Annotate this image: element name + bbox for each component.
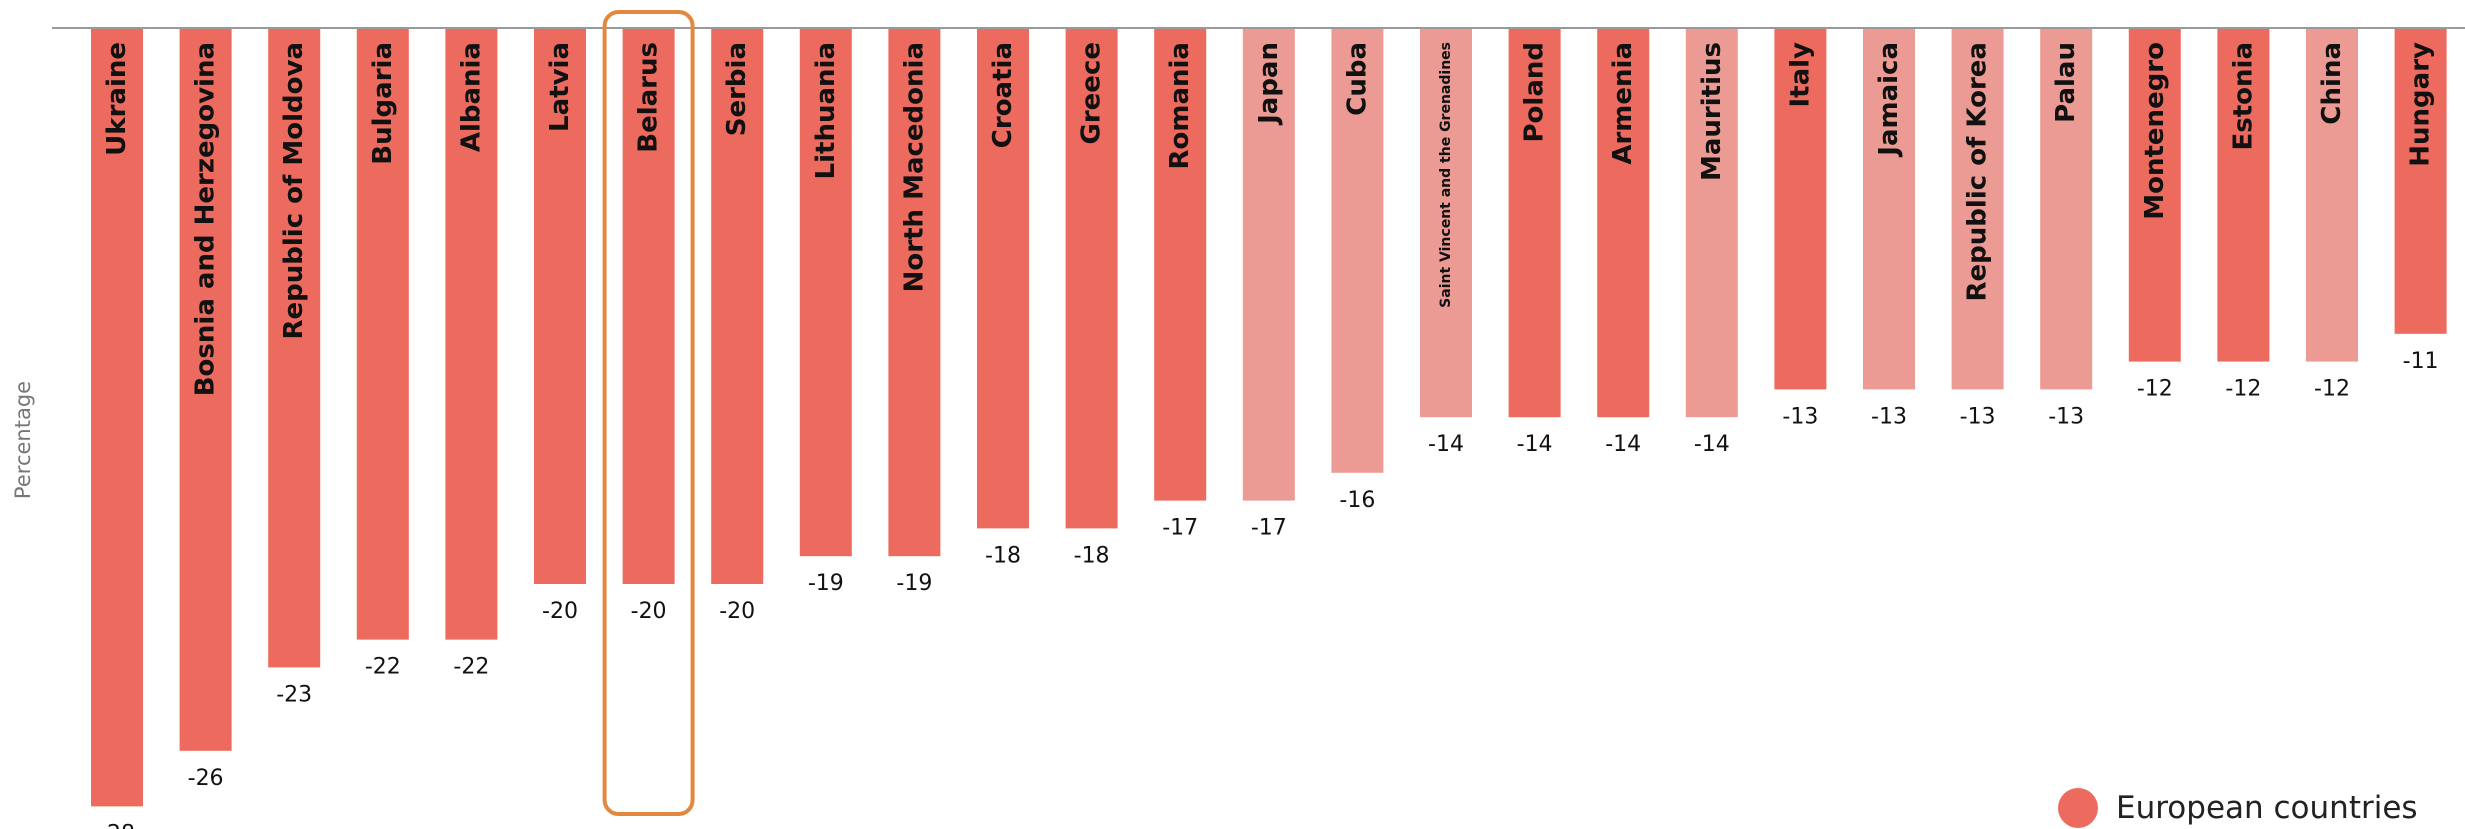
bar-china [2306,28,2358,362]
bar-serbia [711,28,764,584]
bar-label-greece: Greece [1077,42,1107,144]
value-label-republic-of-korea: -13 [1960,404,1996,429]
bar-label-italy: Italy [1785,42,1815,108]
bar-italy [1774,28,1827,390]
legend: European countries [2058,788,2418,828]
bar-label-bosnia-and-herzegovina: Bosnia and Herzegovina [191,42,221,396]
bar-belarus [622,28,675,584]
bar-label-estonia: Estonia [2228,42,2258,151]
bar-north-macedonia [888,28,941,557]
value-label-lithuania: -19 [808,571,844,596]
bar-label-bulgaria: Bulgaria [368,42,398,165]
bar-latvia [534,28,586,584]
bar-jamaica [1863,28,1915,390]
bar-palau [2040,28,2093,390]
bar-label-japan: Japan [1254,42,1284,126]
value-label-armenia: -14 [1605,432,1641,457]
value-label-china: -12 [2314,377,2350,402]
value-label-poland: -14 [1517,432,1553,457]
value-label-croatia: -18 [985,543,1021,568]
bar-label-croatia: Croatia [988,42,1018,148]
value-label-jamaica: -13 [1871,404,1907,429]
value-label-ukraine: -28 [99,821,135,829]
value-label-serbia: -20 [719,599,755,624]
bar-label-palau: Palau [2051,42,2081,123]
bar-label-mauritius: Mauritius [1697,42,1727,181]
value-label-albania: -22 [453,655,489,680]
value-label-latvia: -20 [542,599,578,624]
bar-greece [1065,28,1118,529]
bar-croatia [977,28,1029,529]
bar-bulgaria [356,28,409,640]
bar-label-jamaica: Jamaica [1874,42,1904,158]
bar-label-hungary: Hungary [2406,42,2436,167]
bar-saint-vincent-and-the-grenadines [1420,28,1472,418]
value-label-bosnia-and-herzegovina: -26 [188,766,224,791]
legend-label-european: European countries [2116,790,2418,826]
bar-albania [445,28,498,640]
value-label-north-macedonia: -19 [896,571,932,596]
bar-cuba [1331,28,1384,473]
bar-hungary [2394,28,2447,334]
value-label-mauritius: -14 [1694,432,1730,457]
bar-label-belarus: Belarus [634,42,664,153]
value-label-italy: -13 [1782,404,1818,429]
bar-label-north-macedonia: North Macedonia [899,42,929,292]
value-label-republic-of-moldova: -23 [276,682,312,707]
bar-label-albania: Albania [456,42,486,152]
value-label-cuba: -16 [1339,488,1375,513]
value-label-palau: -13 [2048,404,2084,429]
bar-label-ukraine: Ukraine [102,42,132,156]
bar-mauritius [1685,28,1738,418]
value-label-belarus: -20 [631,599,667,624]
bar-romania [1154,28,1207,501]
bar-montenegro [2128,28,2181,362]
value-label-greece: -18 [1074,543,1110,568]
bar-japan [1242,28,1295,501]
value-label-saint-vincent-and-the-grenadines: -14 [1428,432,1464,457]
bar-label-armenia: Armenia [1608,42,1638,165]
bar-label-romania: Romania [1165,42,1195,170]
bar-republic-of-korea [1951,28,2004,390]
bar-armenia [1597,28,1650,418]
value-label-japan: -17 [1251,516,1287,541]
bar-republic-of-moldova [268,28,321,668]
bar-label-cuba: Cuba [1342,42,1372,116]
bar-estonia [2217,28,2270,362]
bar-bosnia-and-herzegovina [179,28,232,751]
bar-ukraine [91,28,143,807]
bars-layer: Ukraine -28 Bosnia and Herzegovina -26 Repub… [91,28,2447,829]
bar-label-serbia: Serbia [722,42,752,136]
bar-label-republic-of-moldova: Republic of Moldova [279,42,309,340]
bar-label-china: China [2317,42,2347,125]
value-label-estonia: -12 [2225,377,2261,402]
value-label-bulgaria: -22 [365,655,401,680]
bar-poland [1508,28,1561,418]
bar-label-republic-of-korea: Republic of Korea [1963,42,1993,301]
y-axis-label: Percentage [11,381,35,499]
value-label-hungary: -11 [2403,349,2439,374]
bar-lithuania [799,28,852,557]
legend-swatch-european [2058,788,2098,828]
bar-label-latvia: Latvia [545,42,575,132]
value-label-romania: -17 [1162,516,1198,541]
bar-label-montenegro: Montenegro [2140,42,2170,220]
bar-label-saint-vincent-and-the-grenadines: Saint Vincent and the Grenadines [1438,42,1454,308]
highlight-box [602,10,695,816]
bar-label-lithuania: Lithuania [811,42,841,179]
value-label-montenegro: -12 [2137,377,2173,402]
bar-label-poland: Poland [1520,42,1550,143]
